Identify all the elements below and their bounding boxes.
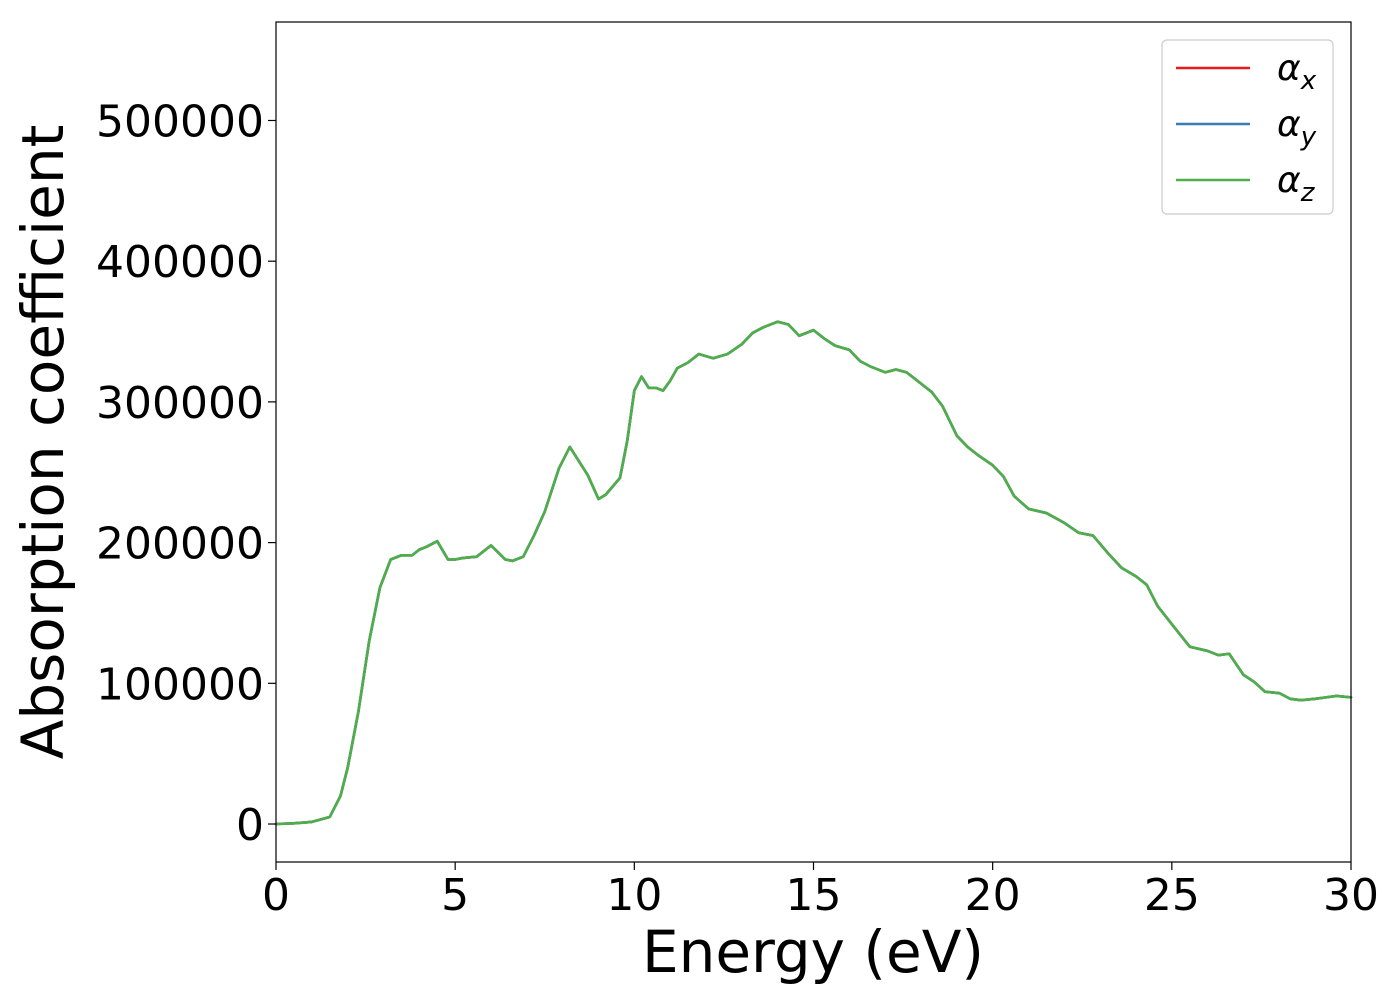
legend-box	[1161, 39, 1334, 215]
y-axis-label: Absorption coefficient	[9, 125, 77, 760]
x-tick-label: 10	[606, 870, 662, 921]
legend-items: αx αy αz	[1176, 48, 1317, 208]
x-tick-label: 15	[786, 870, 842, 921]
series-layer	[274, 320, 1353, 826]
x-tick-label: 5	[441, 870, 469, 921]
x-tick-label: 0	[262, 870, 290, 921]
y-tick-label: 400000	[96, 237, 264, 288]
series-line-z	[274, 320, 1353, 826]
series-line-x	[274, 320, 1353, 826]
x-tick-label: 20	[965, 870, 1021, 921]
legend-label-z: αz	[1277, 160, 1316, 208]
legend-label-x: αx	[1277, 48, 1317, 96]
x-axis-ticks: 0 5 10 15 20 25 30	[262, 862, 1379, 921]
y-tick-label: 200000	[96, 519, 264, 570]
x-tick-label: 25	[1144, 870, 1200, 921]
x-tick-label: 30	[1323, 870, 1379, 921]
y-tick-label: 0	[236, 800, 264, 851]
y-axis-ticks: 0 100000 200000 300000 400000 500000	[96, 96, 276, 851]
legend-label-y: αy	[1277, 104, 1317, 152]
legend: αx αy αz	[1161, 39, 1334, 215]
y-tick-label: 100000	[96, 659, 264, 710]
series-line-y	[274, 320, 1353, 826]
x-axis-label: Energy (eV)	[642, 918, 984, 986]
y-tick-label: 500000	[96, 96, 264, 147]
y-tick-label: 300000	[96, 378, 264, 429]
